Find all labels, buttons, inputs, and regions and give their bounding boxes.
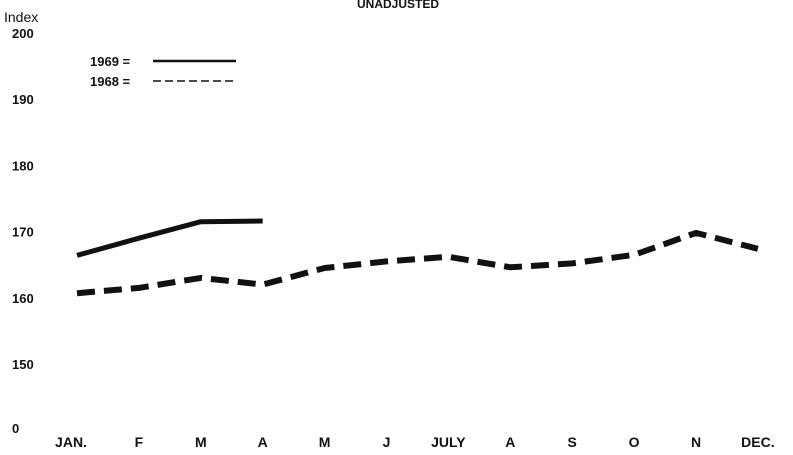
- x-tick-label: M: [319, 434, 331, 450]
- x-tick-label: JAN.: [55, 434, 87, 450]
- x-tick-label: M: [195, 434, 207, 450]
- x-tick-label: JULY: [431, 434, 466, 450]
- y-tick-label: 200: [12, 26, 34, 41]
- x-tick-label: S: [568, 434, 577, 450]
- legend-label: 1969 =: [90, 54, 131, 69]
- y-tick-label: 0: [12, 421, 19, 436]
- x-tick-label: A: [505, 434, 515, 450]
- x-tick-label: N: [691, 434, 701, 450]
- y-tick-label: 160: [12, 291, 34, 306]
- y-tick-label: 170: [12, 225, 34, 240]
- legend: 1969 = 1968 =: [90, 54, 236, 89]
- legend-label: 1968 =: [90, 74, 131, 89]
- y-tick-label: 150: [12, 357, 34, 372]
- series-line-1969: [76, 218, 263, 258]
- x-tick-label: F: [135, 434, 144, 450]
- y-tick-labels: 0 150 160 170 180 190 200: [12, 26, 34, 436]
- y-tick-label: 180: [12, 158, 34, 173]
- y-axis-label: Index: [4, 9, 38, 25]
- x-tick-label: A: [258, 434, 268, 450]
- x-tick-labels: JAN. F M A M J JULY A S O N DEC.: [55, 434, 775, 450]
- x-tick-label: O: [629, 434, 640, 450]
- chart-title: UNADJUSTED: [357, 0, 439, 11]
- x-tick-label: J: [383, 434, 391, 450]
- series-lines: [76, 218, 759, 297]
- x-tick-label: DEC.: [741, 434, 774, 450]
- series-line-1968: [76, 229, 759, 297]
- y-tick-label: 190: [12, 92, 34, 107]
